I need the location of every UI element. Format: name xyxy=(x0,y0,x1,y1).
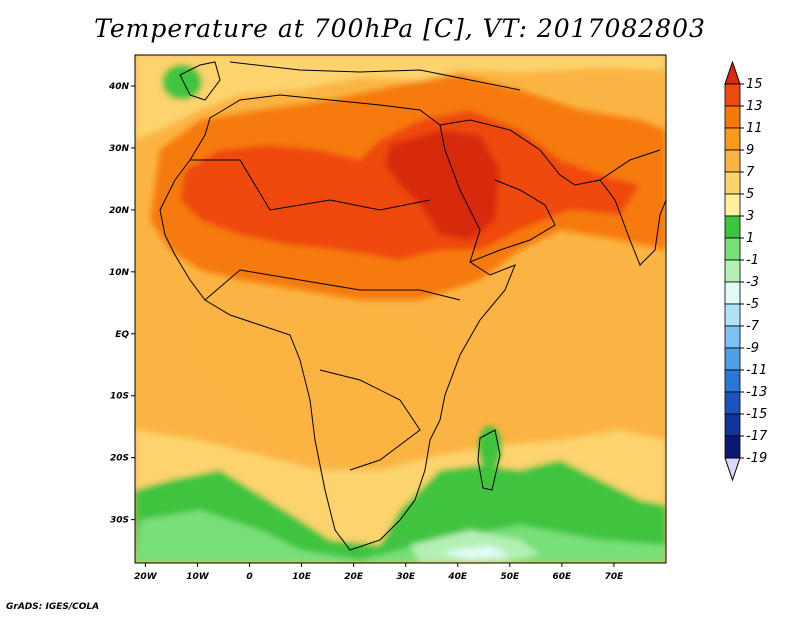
lat-tick-label: 10S xyxy=(110,392,129,402)
colorbar-label: -5 xyxy=(746,297,759,312)
colorbar-box xyxy=(724,369,741,393)
colorbar-box xyxy=(724,237,741,261)
colorbar-box xyxy=(724,413,741,437)
map-panel xyxy=(135,55,666,563)
colorbar-label: -15 xyxy=(746,407,767,422)
iberia-coast xyxy=(179,61,221,101)
colorbar-box xyxy=(724,303,741,327)
colorbar-label: -7 xyxy=(746,319,760,334)
colorbar-label: 11 xyxy=(746,121,763,136)
colorbar-label: 13 xyxy=(746,99,763,114)
lat-tick-label: 10N xyxy=(109,268,130,278)
lat-tick-label: EQ xyxy=(115,330,129,340)
colorbar-box xyxy=(724,149,741,173)
lon-tick-label: 0 xyxy=(246,572,252,582)
lon-tick-label: 10W xyxy=(186,572,210,582)
lon-tick-label: 20W xyxy=(134,572,158,582)
lat-tick-label: 30N xyxy=(109,144,130,154)
colorbar-box xyxy=(724,127,741,151)
africa-coastline xyxy=(159,94,516,551)
colorbar-label: 7 xyxy=(746,165,755,180)
colorbar: 15 13 11 9 7 5 3 1 -1 -3 -5 -7 -9 -11 -13 -15 -17 -19 xyxy=(724,60,768,482)
india-coast xyxy=(599,179,666,266)
colorbar-box xyxy=(724,215,741,239)
lon-tick-label: 70E xyxy=(605,572,625,582)
colorbar-box xyxy=(724,171,741,195)
lon-tick-label: 40E xyxy=(447,572,468,582)
colorbar-box xyxy=(724,83,741,107)
coastlines xyxy=(159,61,666,551)
lat-tick-label: 30S xyxy=(110,516,129,526)
colorbar-box xyxy=(724,435,741,459)
lon-tick-label: 50E xyxy=(500,572,520,582)
footer-credit: GrADS: IGES/COLA xyxy=(6,602,100,612)
colorbar-label: 1 xyxy=(746,231,754,246)
country-borders-south xyxy=(319,369,421,471)
country-borders-central xyxy=(204,269,461,301)
colorbar-label: 5 xyxy=(746,187,754,202)
map-title: Temperature at 700hPa [C], VT: 201708280… xyxy=(94,14,706,43)
colorbar-box xyxy=(724,391,741,415)
latitude-ticks: 40N 30N 20N 10N EQ 10S 20S 30S xyxy=(108,82,135,526)
field-region-7-9 xyxy=(200,320,440,470)
madagascar-coast xyxy=(477,429,501,491)
colorbar-label: -9 xyxy=(746,341,759,356)
lon-tick-label: 30E xyxy=(396,572,416,582)
field-band-5-7 xyxy=(135,55,666,140)
lon-tick-label: 20E xyxy=(344,572,364,582)
field-iberia-cool xyxy=(162,64,202,100)
colorbar-bottom-arrow xyxy=(724,457,741,482)
arabia-coast xyxy=(439,119,661,186)
field-region-neg5 xyxy=(440,545,510,560)
lon-tick-label: 60E xyxy=(553,572,573,582)
colorbar-label: 15 xyxy=(746,77,763,92)
lat-tick-label: 20S xyxy=(110,454,129,464)
colorbar-label: -11 xyxy=(746,363,767,378)
colorbar-box xyxy=(724,347,741,371)
colorbar-box xyxy=(724,193,741,217)
lon-tick-label: 10E xyxy=(292,572,312,582)
colorbar-label: 3 xyxy=(746,209,754,224)
colorbar-label: -1 xyxy=(746,253,759,268)
longitude-ticks: 20W 10W 0 10E 20E 30E 40E 50E 60E 70E xyxy=(134,563,624,582)
colorbar-box xyxy=(724,105,741,129)
colorbar-label: -3 xyxy=(746,275,759,290)
lat-tick-label: 40N xyxy=(108,82,130,92)
arabian-peninsula xyxy=(469,179,556,263)
colorbar-label: -13 xyxy=(746,385,767,400)
europe-coast xyxy=(229,61,521,91)
lat-tick-label: 20N xyxy=(109,206,130,216)
colorbar-label: -17 xyxy=(746,429,768,444)
colorbar-label: -19 xyxy=(746,451,767,466)
colorbar-label: 9 xyxy=(746,143,754,158)
country-borders-north xyxy=(190,159,431,211)
colorbar-box xyxy=(724,325,741,349)
map-frame xyxy=(134,54,667,564)
field-region-neg1-1 xyxy=(135,510,666,563)
colorbar-top-arrow xyxy=(724,60,741,85)
colorbar-box xyxy=(724,281,741,305)
colorbar-box xyxy=(724,259,741,283)
